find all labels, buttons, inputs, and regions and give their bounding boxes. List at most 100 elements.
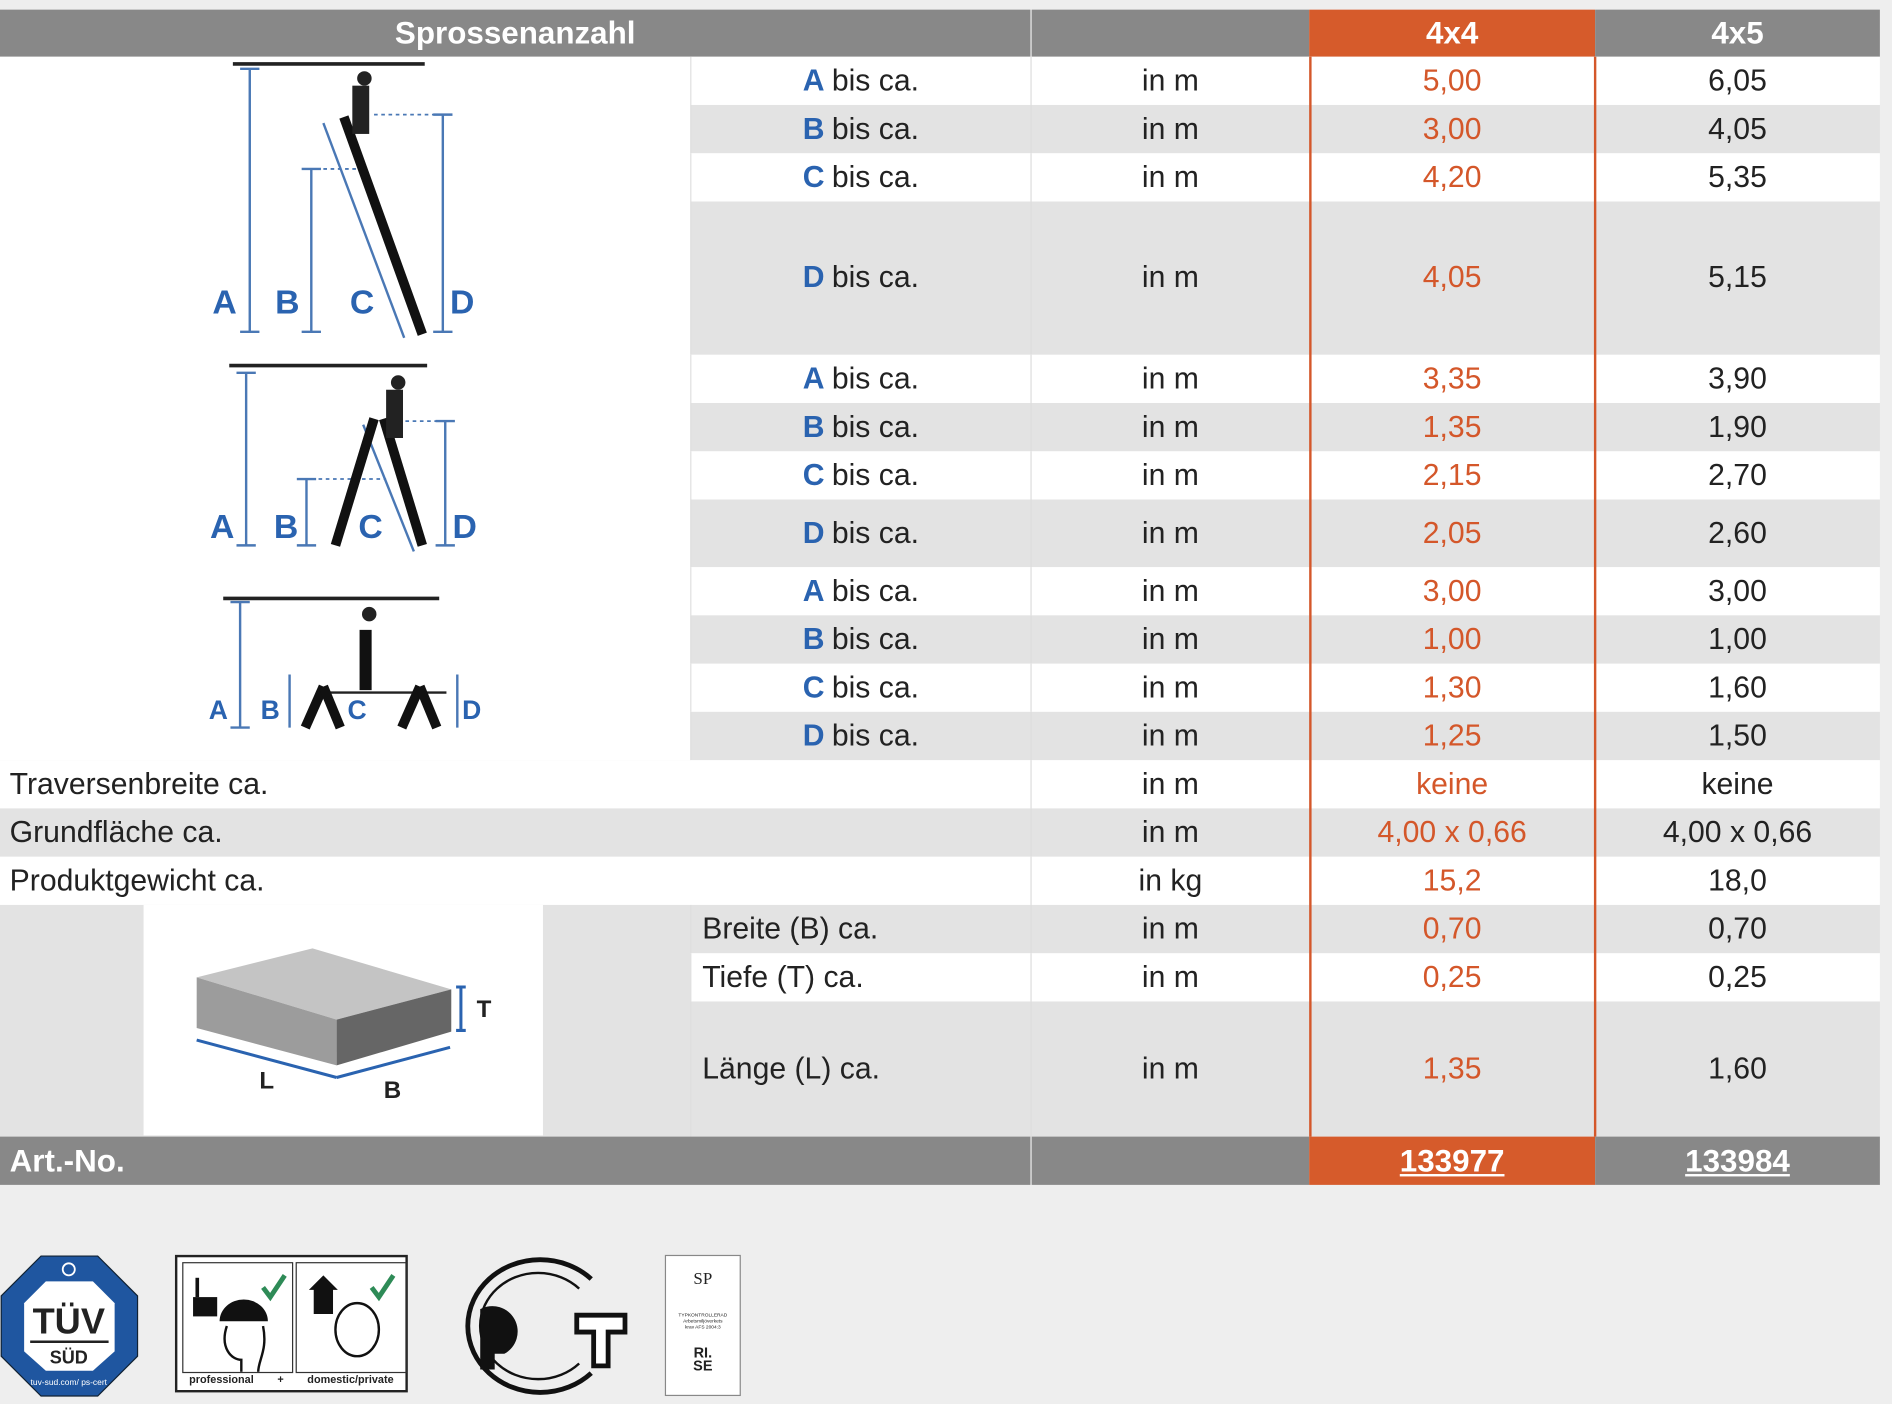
unit-cell: in m <box>1030 451 1309 500</box>
row-label: C bis ca. <box>690 153 1030 202</box>
row-label: C bis ca. <box>690 451 1030 500</box>
dimension-letter: B <box>802 409 825 444</box>
domestic-icon <box>295 1262 407 1374</box>
sp-line2: Arbetsmiljöverkets <box>683 1317 723 1324</box>
unit-cell: in kg <box>1030 856 1309 905</box>
diagram-label-a: A <box>212 284 236 322</box>
value-4x5: 4,00 x 0,66 <box>1662 815 1813 849</box>
unit-cell: in m <box>1030 567 1309 616</box>
sp-rise-logo: SP TYPKONTROLLERAD Arbetsmiljöverkets kr… <box>664 1254 741 1397</box>
table-row: D bis ca. in m 2,05 2,60 <box>690 499 1880 568</box>
table-row: A bis ca. in m 5,00 6,05 <box>690 56 1880 105</box>
rise-text-1: RI. <box>693 1344 713 1362</box>
table-row: A bis ca. in m 3,35 3,90 <box>690 354 1880 404</box>
article-link-133984[interactable]: 133984 <box>1685 1142 1790 1179</box>
unit-cell: in m <box>1030 808 1309 857</box>
professional-label: professional <box>189 1373 254 1386</box>
table-row: A bis ca. in m 3,00 3,00 <box>690 567 1880 616</box>
package-diagram: L B T <box>143 904 543 1136</box>
header-col-4x4: 4x4 <box>1309 9 1596 57</box>
row-label: Produktgewicht ca. <box>9 863 265 898</box>
box-label-l: L <box>259 1067 274 1094</box>
header-unit <box>1031 9 1310 57</box>
dimension-text: bis ca. <box>831 573 920 608</box>
tuv-url: tuv-sud.com/ ps-cert <box>31 1377 108 1387</box>
table-row: B bis ca. in m 1,00 1,00 <box>690 615 1880 664</box>
diagram-label-b: B <box>274 508 298 546</box>
value-4x4: 0,70 <box>1422 911 1482 946</box>
diagram-label-b: B <box>275 284 299 322</box>
value-4x5: keine <box>1701 766 1774 801</box>
row-label: B bis ca. <box>690 403 1030 452</box>
article-unit-cell <box>1031 1136 1310 1185</box>
value-4x4: 15,2 <box>1422 863 1482 898</box>
value-4x5: 2,60 <box>1708 515 1767 550</box>
row-label: Traversenbreite ca. <box>9 766 269 801</box>
diagram-label-a: A <box>210 508 234 546</box>
article-link-133977[interactable]: 133977 <box>1399 1142 1505 1179</box>
value-4x5: 4,05 <box>1708 111 1767 146</box>
ladder-diagram-illustration: A B C D A B C D A B C D <box>209 62 481 730</box>
dimension-text: bis ca. <box>831 111 920 146</box>
value-4x5: 3,90 <box>1708 361 1767 396</box>
table-row: Traversenbreite ca. in m keine keine <box>0 760 1880 809</box>
value-4x4: 2,15 <box>1422 457 1482 492</box>
value-4x5: 2,70 <box>1708 457 1767 492</box>
value-4x4: 4,20 <box>1422 159 1482 194</box>
plus-label: + <box>277 1373 284 1386</box>
dimension-letter: C <box>802 670 825 705</box>
row-label: Tiefe (T) ca. <box>690 953 1030 1002</box>
row-label: B bis ca. <box>690 615 1030 664</box>
sp-line1: TYPKONTROLLERAD <box>678 1311 728 1318</box>
diagram-label-c: C <box>350 284 374 322</box>
row-label: D bis ca. <box>690 711 1030 761</box>
value-4x4: 4,00 x 0,66 <box>1377 815 1527 849</box>
value-4x4: 5,00 <box>1422 63 1482 98</box>
dimension-letter: B <box>802 111 825 146</box>
table-row: D bis ca. in m 1,25 1,50 <box>690 711 1880 761</box>
table-row: Grundfläche ca. in m 4,00 x 0,66 4,00 x 0,6… <box>0 808 1880 857</box>
unit-cell: in m <box>1030 104 1309 154</box>
dimension-text: bis ca. <box>831 159 920 194</box>
value-4x5: 6,05 <box>1708 63 1767 98</box>
unit-cell: in m <box>1030 403 1309 452</box>
table-row: D bis ca. in m 4,05 5,15 <box>690 201 1880 355</box>
rise-text-2: SE <box>693 1357 713 1375</box>
row-label: Länge (L) ca. <box>690 1001 1030 1137</box>
dimension-letter: A <box>802 63 825 98</box>
dimension-letter: D <box>802 260 825 295</box>
value-4x4: 3,35 <box>1422 361 1482 396</box>
tuv-sud-logo: TÜV SÜD tuv-sud.com/ ps-cert <box>0 1255 139 1397</box>
dimension-text: bis ca. <box>831 515 920 550</box>
value-4x5: 0,70 <box>1708 911 1767 946</box>
unit-cell: in m <box>1030 201 1309 355</box>
table-row: Breite (B) ca. in m 0,70 0,70 <box>690 904 1880 954</box>
article-number-label: Art.-No. <box>0 1136 1031 1185</box>
unit-cell: in m <box>1030 663 1309 712</box>
professional-icon <box>182 1262 294 1374</box>
diagram-label-c: C <box>348 695 367 725</box>
value-4x5: 5,15 <box>1708 260 1767 295</box>
dimension-letter: A <box>802 573 825 608</box>
unit-cell: in m <box>1030 760 1309 809</box>
article-cell-4x4: 133977 <box>1309 1136 1596 1185</box>
dimension-text: bis ca. <box>831 260 920 295</box>
value-4x4: 2,05 <box>1422 515 1482 550</box>
value-4x4: 1,35 <box>1422 1051 1482 1086</box>
usage-logo: professional + domestic/private <box>174 1254 408 1393</box>
diagram-label-d: D <box>462 695 481 725</box>
value-4x5: 1,50 <box>1708 718 1767 753</box>
table-row: Länge (L) ca. in m 1,35 1,60 <box>690 1001 1880 1137</box>
value-4x5: 0,25 <box>1708 959 1767 994</box>
box-illustration: L B T <box>196 948 492 1104</box>
value-4x5: 3,00 <box>1708 573 1767 608</box>
value-4x5: 5,35 <box>1708 159 1767 194</box>
value-4x5: 1,90 <box>1708 409 1767 444</box>
table-row: B bis ca. in m 3,00 4,05 <box>690 104 1880 154</box>
row-label: B bis ca. <box>690 104 1030 154</box>
table-row: C bis ca. in m 1,30 1,60 <box>690 663 1880 712</box>
dimension-text: bis ca. <box>831 63 920 98</box>
value-4x5: 18,0 <box>1708 863 1767 898</box>
header-title: Sprossenanzahl <box>0 9 1031 57</box>
value-4x4: keine <box>1416 766 1489 801</box>
